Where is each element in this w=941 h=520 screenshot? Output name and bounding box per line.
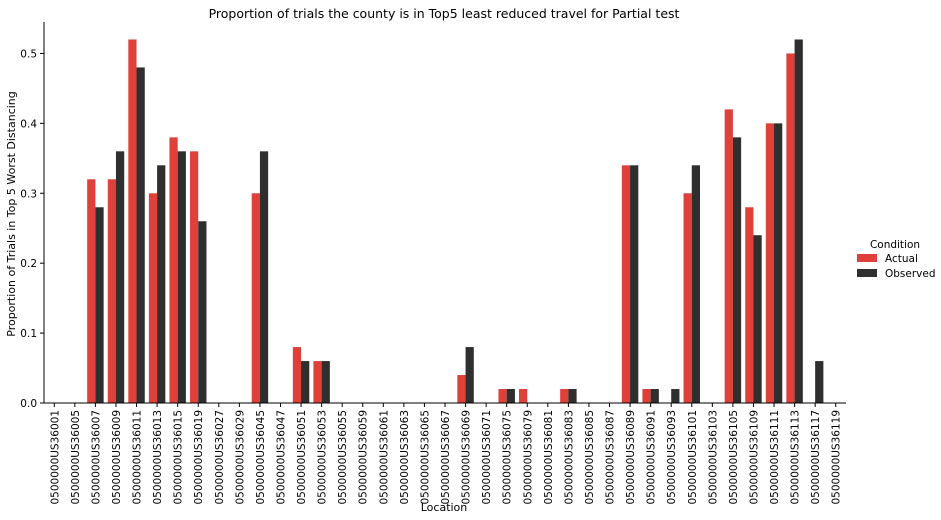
bar-observed-36 — [794, 39, 803, 403]
y-tick-label-4: 0.4 — [20, 118, 37, 130]
bar-actual-31 — [683, 193, 692, 403]
x-tick-label-37: 0500000US36117 — [810, 410, 822, 505]
x-tick-label-22: 0500000US36075 — [502, 410, 514, 505]
y-axis-label: Proportion of Trials in Top 5 Worst Dist… — [5, 91, 18, 337]
x-tick-label-12: 0500000US36051 — [296, 410, 308, 505]
x-tick-label-9: 0500000US36029 — [234, 410, 246, 505]
bar-actual-29 — [642, 389, 651, 403]
bar-observed-20 — [465, 347, 474, 403]
bar-actual-7 — [190, 151, 199, 403]
bar-actual-35 — [765, 123, 775, 404]
x-tick-label-25: 0500000US36083 — [563, 410, 575, 505]
x-tick-label-8: 0500000US36027 — [214, 410, 226, 505]
x-tick-label-35: 0500000US36111 — [769, 410, 781, 505]
bar-actual-5 — [148, 193, 158, 403]
x-tick-label-13: 0500000US36053 — [317, 410, 329, 505]
x-tick-label-27: 0500000US36087 — [605, 410, 617, 505]
legend: Condition Actual Observed — [857, 239, 936, 280]
bar-observed-2 — [95, 207, 104, 403]
bar-observed-3 — [115, 151, 125, 403]
x-tick-label-29: 0500000US36091 — [646, 410, 658, 505]
bar-actual-2 — [87, 179, 96, 403]
bar-actual-25 — [560, 389, 569, 403]
x-tick-label-10: 0500000US36045 — [255, 410, 267, 505]
x-tick-label-33: 0500000US36105 — [728, 410, 740, 505]
legend-swatch-actual — [857, 254, 877, 262]
bar-observed-28 — [630, 165, 639, 403]
y-tick-label-1: 0.1 — [20, 328, 37, 340]
x-tick-label-17: 0500000US36063 — [399, 410, 411, 505]
bar-actual-13 — [313, 361, 322, 403]
bar-observed-6 — [177, 151, 186, 403]
bar-observed-5 — [157, 165, 166, 403]
bar-observed-37 — [815, 361, 824, 403]
bar-observed-7 — [198, 221, 207, 403]
x-tick-label-32: 0500000US36103 — [707, 410, 719, 505]
bar-observed-22 — [506, 389, 515, 403]
legend-title: Condition — [870, 239, 920, 251]
bar-actual-36 — [786, 53, 795, 404]
x-tick-label-5: 0500000US36013 — [152, 410, 164, 505]
legend-label-actual: Actual — [885, 253, 918, 265]
bar-observed-31 — [691, 165, 700, 403]
x-tick-label-15: 0500000US36059 — [358, 410, 370, 505]
x-tick-label-11: 0500000US36047 — [275, 410, 287, 505]
bar-actual-34 — [745, 207, 754, 403]
x-tick-label-3: 0500000US36009 — [111, 410, 123, 505]
chart-title: Proportion of trials the county is in To… — [209, 6, 680, 21]
bar-actual-33 — [724, 109, 733, 403]
x-tick-label-30: 0500000US36093 — [666, 410, 678, 505]
x-tick-label-0: 0500000US36001 — [49, 410, 61, 505]
y-tick-label-3: 0.3 — [20, 188, 37, 200]
bar-actual-12 — [292, 347, 302, 403]
bar-observed-29 — [650, 389, 659, 403]
x-tick-label-23: 0500000US36079 — [522, 410, 534, 505]
x-tick-label-4: 0500000US36011 — [132, 410, 144, 505]
y-tick-label-5: 0.5 — [20, 48, 37, 60]
y-axis: 0.0 0.1 0.2 0.3 0.4 0.5 — [20, 22, 45, 410]
bar-observed-34 — [753, 235, 762, 403]
x-tick-label-21: 0500000US36071 — [481, 410, 493, 505]
bar-observed-25 — [568, 389, 577, 403]
x-tick-label-18: 0500000US36065 — [419, 410, 431, 505]
x-tick-label-28: 0500000US36089 — [625, 410, 637, 505]
bar-actual-20 — [457, 375, 466, 403]
x-tick-label-31: 0500000US36101 — [687, 410, 699, 505]
y-tick-label-0: 0.0 — [20, 398, 37, 410]
bar-observed-10 — [259, 151, 269, 403]
x-tick-label-19: 0500000US36067 — [440, 410, 452, 505]
x-tick-label-34: 0500000US36109 — [748, 410, 760, 505]
x-tick-label-14: 0500000US36055 — [337, 410, 349, 505]
plot-area — [87, 39, 824, 404]
legend-swatch-observed — [857, 269, 877, 277]
bar-actual-6 — [169, 137, 178, 403]
x-tick-label-24: 0500000US36081 — [543, 410, 555, 505]
x-tick-label-16: 0500000US36061 — [378, 410, 390, 505]
bar-actual-4 — [128, 39, 137, 403]
x-tick-label-1: 0500000US36005 — [70, 410, 82, 505]
bar-observed-33 — [732, 137, 742, 403]
x-tick-label-36: 0500000US36113 — [790, 410, 802, 505]
x-tick-label-20: 0500000US36069 — [461, 410, 473, 505]
bar-observed-30 — [671, 389, 680, 403]
bar-actual-22 — [498, 389, 507, 403]
bar-observed-12 — [301, 361, 310, 403]
bar-observed-13 — [321, 361, 330, 403]
x-tick-label-26: 0500000US36085 — [584, 410, 596, 505]
bar-actual-28 — [621, 165, 631, 403]
bar-actual-3 — [107, 179, 116, 403]
bar-actual-23 — [519, 389, 528, 403]
x-tick-label-6: 0500000US36015 — [173, 410, 185, 505]
x-axis: 0500000US36001 0500000US36005 0500000US360… — [44, 402, 846, 505]
bar-observed-35 — [774, 123, 783, 404]
x-tick-label-2: 0500000US36007 — [90, 410, 102, 505]
y-tick-label-2: 0.2 — [20, 258, 37, 270]
legend-label-observed: Observed — [885, 268, 936, 280]
x-axis-label: Location — [421, 501, 468, 514]
bar-observed-4 — [136, 67, 145, 403]
bar-actual-10 — [251, 193, 260, 403]
x-tick-label-7: 0500000US36019 — [193, 410, 205, 505]
x-tick-label-38: 0500000US36119 — [831, 410, 843, 505]
